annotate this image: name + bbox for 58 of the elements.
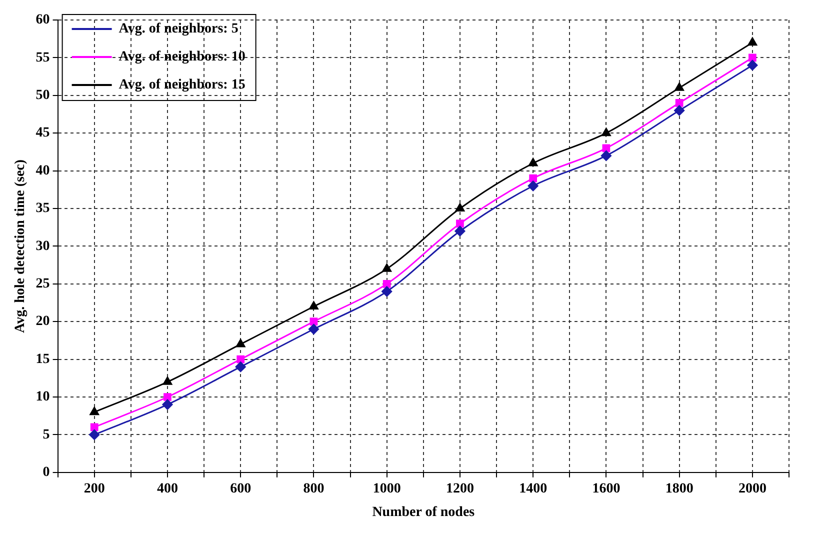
x-axis-title: Number of nodes bbox=[372, 505, 476, 520]
point bbox=[454, 226, 466, 236]
y-tick-label: 0 bbox=[42, 465, 50, 480]
y-tick-label: 60 bbox=[36, 12, 50, 28]
point bbox=[456, 220, 464, 228]
y-tick-label: 15 bbox=[36, 352, 50, 367]
point bbox=[236, 338, 246, 348]
point bbox=[602, 128, 611, 136]
point bbox=[235, 362, 246, 372]
x-tick-label: 2000 bbox=[738, 481, 766, 496]
point bbox=[528, 180, 538, 192]
y-tick-label: 20 bbox=[36, 314, 50, 330]
y-tick-label: 45 bbox=[36, 126, 50, 141]
point bbox=[90, 406, 100, 416]
x-tick-label: 400 bbox=[156, 481, 178, 496]
point bbox=[528, 158, 538, 166]
x-tick-label: 800 bbox=[303, 481, 324, 496]
y-tick-label: 5 bbox=[42, 427, 50, 442]
y-tick-label: 25 bbox=[36, 276, 50, 292]
point bbox=[602, 144, 610, 152]
y-tick-label: 10 bbox=[36, 390, 50, 405]
point bbox=[747, 60, 758, 70]
point bbox=[89, 429, 100, 440]
x-tick-label: 1000 bbox=[372, 481, 401, 496]
x-tick-label: 600 bbox=[230, 481, 252, 496]
y-tick-label: 40 bbox=[36, 163, 50, 178]
point bbox=[455, 203, 465, 212]
x-tick-label: 1400 bbox=[519, 481, 548, 496]
x-tick-label: 1600 bbox=[592, 481, 620, 496]
y-tick-label: 30 bbox=[36, 238, 50, 254]
point bbox=[600, 150, 612, 161]
point bbox=[382, 280, 391, 288]
y-axis-title: Avg. hole detection time (sec) bbox=[13, 159, 28, 333]
point bbox=[748, 37, 758, 46]
point bbox=[162, 376, 172, 385]
point bbox=[382, 264, 392, 272]
point bbox=[675, 99, 684, 107]
point bbox=[529, 174, 538, 182]
x-tick-label: 1800 bbox=[665, 481, 694, 496]
y-tick-label: 35 bbox=[36, 201, 50, 216]
point bbox=[164, 393, 172, 401]
legend-label: Avg. of neighbors: 10 bbox=[118, 50, 246, 65]
point bbox=[310, 318, 318, 326]
point bbox=[308, 324, 319, 334]
y-tick-label: 50 bbox=[36, 88, 50, 104]
point bbox=[674, 105, 685, 116]
point bbox=[236, 355, 245, 364]
point bbox=[382, 286, 392, 297]
point bbox=[309, 301, 318, 310]
x-tick-label: 200 bbox=[84, 481, 105, 496]
legend-label: Avg. of neighbors: 5 bbox=[118, 22, 238, 37]
legend-label: Avg. of neighbors: 15 bbox=[118, 78, 246, 93]
point bbox=[90, 423, 98, 432]
y-tick-label: 55 bbox=[36, 50, 50, 66]
point bbox=[748, 54, 756, 62]
x-tick-label: 1200 bbox=[446, 481, 474, 496]
point bbox=[674, 82, 684, 91]
point bbox=[162, 399, 173, 410]
